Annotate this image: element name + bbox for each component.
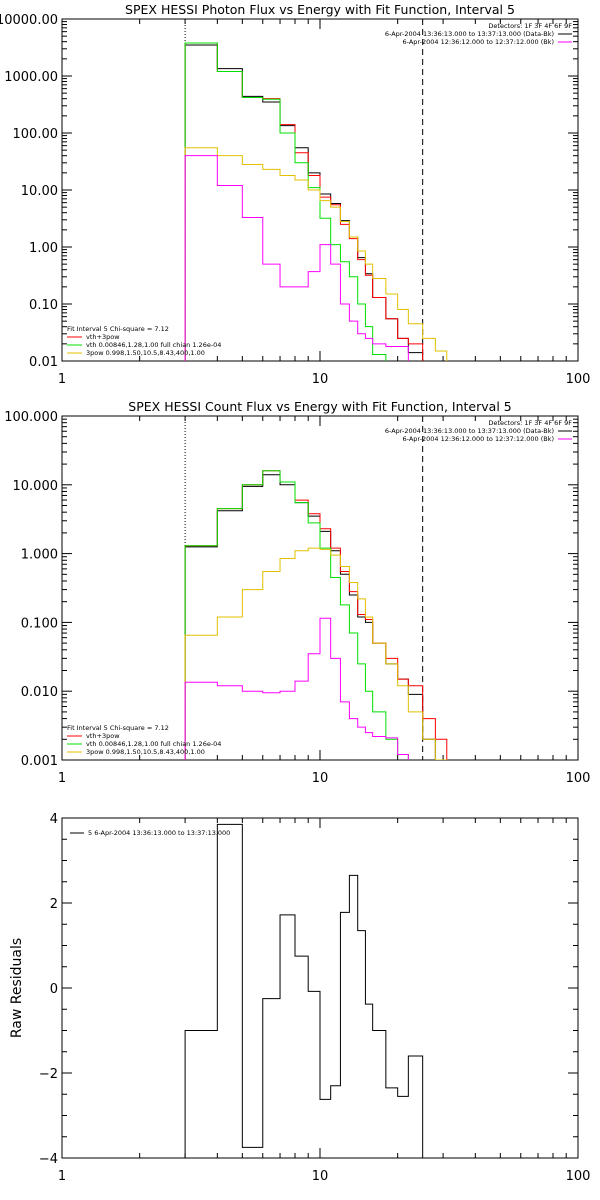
- series-line-2: [184, 42, 424, 361]
- series-line-3: [184, 42, 387, 361]
- x-tick-label: 10: [312, 1169, 329, 1184]
- legend-bottom-entry: vth 0.00846,1.28,1.00 full chian 1.26e-0…: [86, 341, 221, 349]
- x-tick-label: 100: [566, 1169, 591, 1184]
- y-tick-label: 100.00: [13, 127, 59, 142]
- y-axis-label: Raw Residuals: [9, 938, 25, 1038]
- series-line-5: [184, 617, 409, 760]
- y-tick-label: 0: [50, 982, 58, 997]
- chart-title: SPEX HESSI Photon Flux vs Energy with Fi…: [125, 2, 515, 17]
- x-tick-label: 100: [566, 372, 591, 387]
- x-tick-label: 1: [58, 1169, 66, 1184]
- y-tick-label: 0.01: [29, 355, 58, 370]
- plot-frame: [61, 415, 579, 761]
- x-tick-label: 100: [566, 771, 591, 786]
- legend-bottom-entry: vth 0.00846,1.28,1.00 full chian 1.26e-0…: [86, 740, 221, 748]
- series-group: [184, 470, 448, 760]
- plot-frame: [61, 817, 579, 1159]
- y-tick-label: 4: [50, 812, 58, 827]
- chart-panel-3: 1 10 100 −4 −2 0 2 4 Raw Residuals 5 6-Apr-2004 1…: [9, 812, 590, 1184]
- legend-bottom-entry: Fit Interval 5 Chi-square = 7.12: [67, 724, 169, 732]
- series-line-4: [184, 547, 448, 760]
- y-tick-label: 0.001: [21, 754, 58, 769]
- legend-top-entry: 6-Apr-2004 12:36:12.000 to 12:37:12.000 …: [403, 38, 554, 46]
- legend-top-entry: 6-Apr-2004 12:36:12.000 to 12:37:12.000 …: [403, 435, 554, 443]
- x-tick-label: 10: [312, 372, 329, 387]
- series-line-3: [184, 470, 409, 760]
- y-tick-label: 10000.00: [0, 13, 58, 28]
- chart-title: SPEX HESSI Count Flux vs Energy with Fit…: [128, 399, 511, 414]
- series-line-1: [184, 474, 448, 760]
- chart-panel-2: 1 10 100 0.001 0.010 0.100 1.000 10.000 100.000 S…: [4, 399, 591, 786]
- y-tick-label: 2: [50, 897, 58, 912]
- legend-bottom-entry: 3pow 0.998,1.50,10.5,8.43,400,1.00: [86, 748, 205, 756]
- series-group: [184, 823, 424, 1158]
- series-line-1: [184, 823, 424, 1158]
- series-line-1: [184, 44, 424, 361]
- x-tick-label: 10: [312, 771, 329, 786]
- legend-top-entry: Detectors: 1F 3F 4F 6F 9F: [488, 419, 572, 427]
- series-group: [184, 42, 448, 361]
- y-tick-label: 1.00: [29, 241, 58, 256]
- chart-panel-1: 1 10 100 0.01 0.10 1.00 10.00 100.00 1000.00 1000…: [0, 2, 591, 387]
- legend-bottom-entry: vth+3pow: [86, 732, 120, 740]
- y-tick-label: 1000.00: [4, 70, 58, 85]
- series-line-4: [184, 147, 448, 361]
- legend-top-entry: 6-Apr-2004 13:36:13.000 to 13:37:13.000 …: [385, 427, 554, 435]
- y-tick-label: 10.00: [21, 184, 58, 199]
- y-tick-label: −2: [39, 1067, 58, 1082]
- legend-bottom-entry: 3pow 0.998,1.50,10.5,8.43,400,1.00: [86, 349, 205, 357]
- y-tick-label: 0.10: [29, 298, 58, 313]
- y-tick-label: 100.000: [4, 410, 58, 425]
- legend-top-entry: 5 6-Apr-2004 13:36:13.000 to 13:37:13.00…: [88, 829, 230, 837]
- y-tick-label: 0.100: [21, 616, 58, 631]
- y-tick-label: 0.010: [21, 685, 58, 700]
- x-tick-label: 1: [58, 771, 66, 786]
- legend-bottom-entry: vth+3pow: [86, 333, 120, 341]
- x-tick-label: 1: [58, 372, 66, 387]
- series-line-5: [184, 155, 409, 361]
- y-tick-label: 10.000: [13, 479, 59, 494]
- legend-top-entry: Detectors: 1F 3F 4F 6F 9F: [488, 22, 572, 30]
- y-tick-label: 1.000: [21, 548, 58, 563]
- legend-top-entry: 6-Apr-2004 13:36:13.000 to 13:37:13.000 …: [385, 30, 554, 38]
- series-line-2: [184, 470, 448, 760]
- y-tick-label: −4: [39, 1152, 58, 1167]
- legend-bottom-entry: Fit Interval 5 Chi-square = 7.12: [67, 325, 169, 333]
